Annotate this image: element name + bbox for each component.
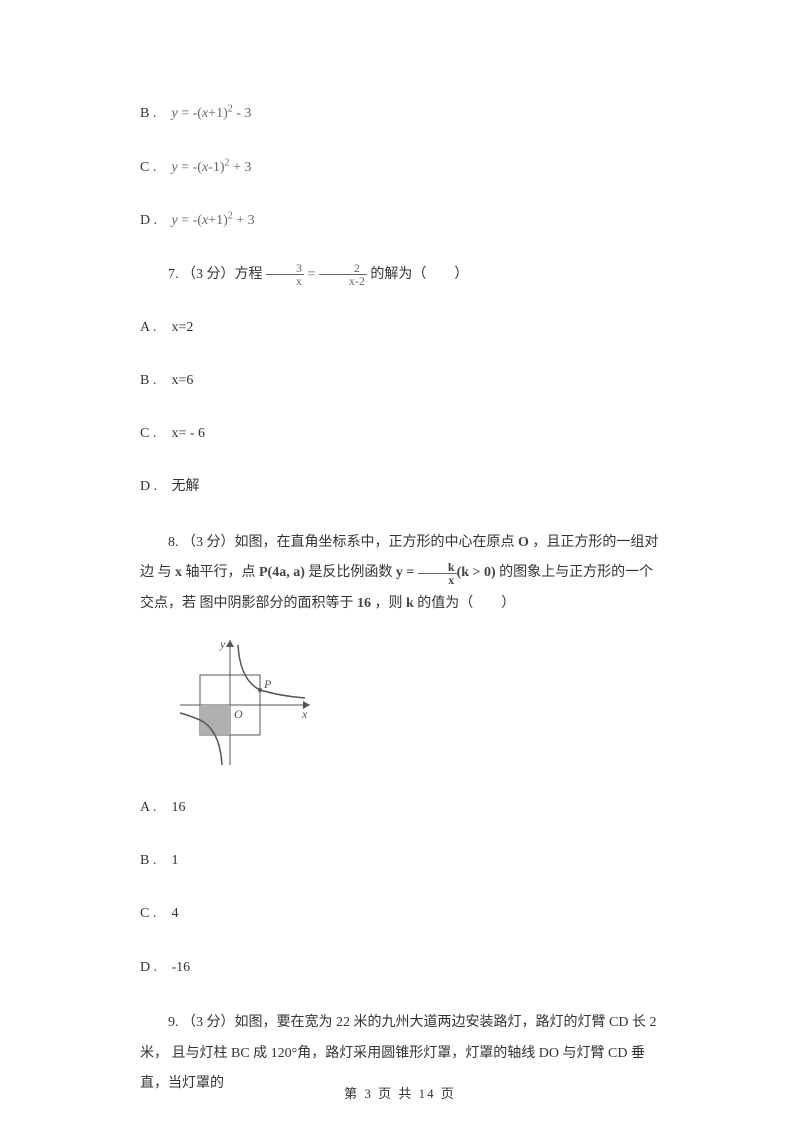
q7-suffix: 的解为（ ）: [370, 267, 468, 282]
option-label: C .: [140, 901, 168, 926]
option-label: A .: [140, 795, 168, 820]
q8-option-a: A . 16: [140, 795, 660, 820]
q8-function: y = kx(k > 0): [396, 565, 499, 580]
option-label: D .: [140, 208, 168, 233]
q8-stem: 8. （3 分）如图，在直角坐标系中，正方形的中心在原点 O ，且正方形的一组对…: [140, 528, 660, 620]
option-text: x=2: [172, 320, 194, 335]
option-text: -16: [172, 960, 191, 975]
diagram-label-p: P: [263, 677, 272, 691]
option-text: 4: [172, 906, 179, 921]
formula-text: y = -(x-1)2 + 3: [172, 160, 252, 175]
option-label: B .: [140, 848, 168, 873]
q8-option-d: D . -16: [140, 955, 660, 980]
option-label: C .: [140, 155, 168, 180]
formula-text: y = -(x+1)2 - 3: [172, 106, 252, 121]
option-label: D .: [140, 474, 168, 499]
option-text: x=6: [172, 373, 194, 388]
page-number: 第 3 页 共 14 页: [344, 1086, 456, 1101]
option-label: A .: [140, 315, 168, 340]
option-text: 1: [172, 853, 179, 868]
q7-option-d: D . 无解: [140, 474, 660, 499]
q6-option-b: B . y = -(x+1)2 - 3: [140, 100, 660, 126]
q8-diagram: y x O P: [170, 630, 660, 775]
q8-option-b: B . 1: [140, 848, 660, 873]
page-footer: 第 3 页 共 14 页: [0, 1083, 800, 1102]
option-text: x= - 6: [172, 426, 206, 441]
q7-prefix: 7. （3 分）方程: [168, 267, 263, 282]
q7-option-c: C . x= - 6: [140, 421, 660, 446]
formula-text: y = -(x+1)2 + 3: [172, 213, 255, 228]
option-label: B .: [140, 101, 168, 126]
option-text: 无解: [172, 479, 200, 494]
option-text: 16: [172, 800, 186, 815]
diagram-label-o: O: [234, 707, 243, 721]
q6-option-c: C . y = -(x-1)2 + 3: [140, 154, 660, 180]
diagram-label-x: x: [301, 707, 308, 721]
q6-option-d: D . y = -(x+1)2 + 3: [140, 208, 660, 234]
option-label: C .: [140, 421, 168, 446]
q7-option-a: A . x=2: [140, 315, 660, 340]
q7-option-b: B . x=6: [140, 368, 660, 393]
q8-option-c: C . 4: [140, 901, 660, 926]
q7-stem: 7. （3 分）方程 3x = 2x-2 的解为（ ）: [140, 262, 660, 287]
option-label: B .: [140, 368, 168, 393]
diagram-label-y: y: [219, 637, 226, 651]
option-label: D .: [140, 955, 168, 980]
q7-equation: 3x = 2x-2: [266, 267, 370, 282]
